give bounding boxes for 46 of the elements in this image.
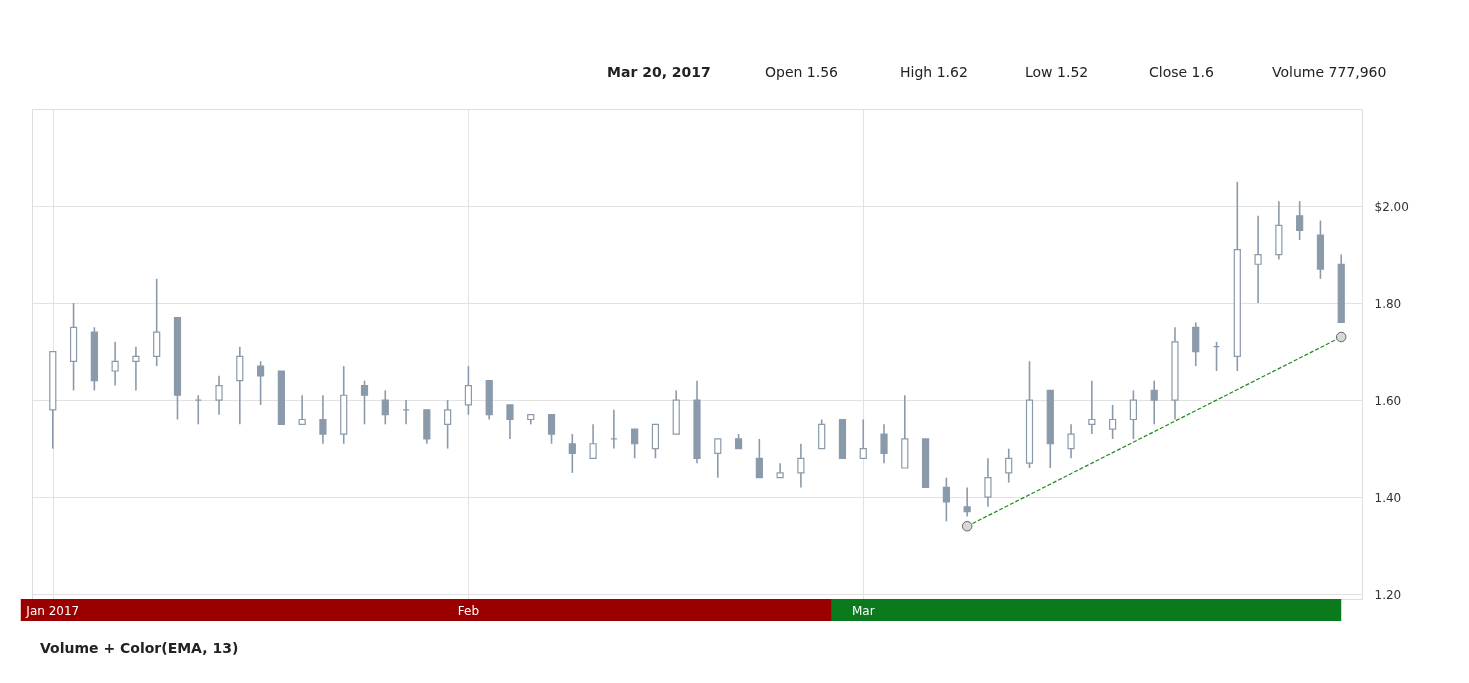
candlestick — [464, 365, 473, 416]
candlestick — [381, 389, 389, 426]
candlestick — [755, 438, 763, 479]
candlestick — [1150, 379, 1158, 426]
candlestick — [444, 399, 452, 450]
candlestick — [1254, 214, 1262, 304]
y-tick-label: 1.60 — [1374, 393, 1402, 408]
candlestick — [1129, 389, 1138, 440]
candlestick — [547, 413, 556, 445]
candlestick — [984, 457, 992, 508]
text: Mar 20, 2017 — [607, 64, 711, 80]
candlestick — [942, 476, 950, 523]
candlestick — [1005, 447, 1013, 484]
text: High 1.62 — [900, 64, 968, 80]
y-tick-label: 1.40 — [1374, 490, 1402, 505]
candlestick — [111, 341, 119, 387]
x-tick-label: Jan 2017 — [25, 604, 80, 618]
text: Volume 777,960 — [1272, 64, 1387, 80]
text: Close 1.6 — [1149, 64, 1214, 80]
candlestick — [568, 433, 576, 474]
candlestick — [215, 375, 223, 416]
candlestick — [506, 404, 514, 440]
candlestick — [1296, 200, 1304, 241]
candlestick — [589, 423, 597, 460]
candlestick — [298, 394, 306, 426]
candlestick — [714, 438, 722, 479]
candlestick — [1067, 423, 1075, 460]
text: Volume + Color(EMA, 13) — [40, 640, 239, 656]
text: Low 1.52 — [1025, 64, 1089, 80]
candlestick — [319, 394, 327, 445]
candlestick — [859, 418, 867, 460]
text: Open 1.56 — [765, 64, 839, 80]
candlestick — [880, 423, 888, 464]
candlestick — [797, 442, 805, 489]
y-tick-label: 1.20 — [1374, 587, 1402, 602]
x-tick-label: Feb — [457, 604, 480, 618]
candlestick — [1109, 404, 1117, 440]
y-tick-label: 1.80 — [1374, 296, 1402, 311]
y-tick-label: $2.00 — [1374, 199, 1409, 214]
x-tick-label: Mar — [851, 604, 875, 618]
candlestick — [360, 379, 369, 426]
candlestick — [631, 428, 639, 460]
candlestick — [132, 345, 140, 392]
candlestick — [256, 360, 265, 406]
candlestick — [963, 486, 971, 518]
candlestick — [1088, 379, 1096, 435]
